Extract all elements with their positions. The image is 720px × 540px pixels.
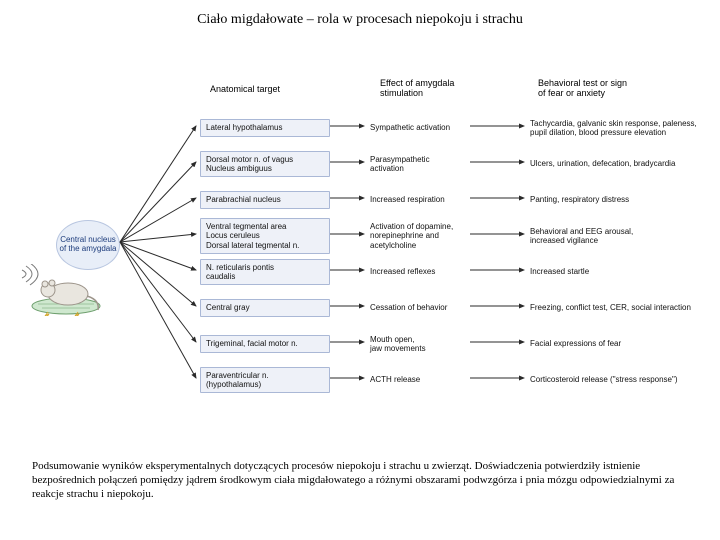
behavior-text: Freezing, conflict test, CER, social int… bbox=[530, 303, 691, 312]
behavior-text: Ulcers, urination, defecation, bradycard… bbox=[530, 159, 675, 168]
effect-cell: Sympathetic activation bbox=[370, 112, 490, 144]
behavior-cell: Behavioral and EEG arousal, increased vi… bbox=[530, 220, 705, 252]
anatomic-target: Ventral tegmental area Locus ceruleus Do… bbox=[200, 220, 330, 252]
source-node: Central nucleus of the amygdala bbox=[56, 220, 126, 270]
effect-cell: Activation of dopamine, norepinephrine a… bbox=[370, 220, 490, 252]
behavior-text: Increased startle bbox=[530, 267, 589, 276]
effect-text: Cessation of behavior bbox=[370, 303, 447, 312]
anatomic-target: Trigeminal, facial motor n. bbox=[200, 328, 330, 360]
effect-text: Sympathetic activation bbox=[370, 123, 450, 132]
anatomic-box: Ventral tegmental area Locus ceruleus Do… bbox=[200, 218, 330, 254]
anatomic-target: Central gray bbox=[200, 292, 330, 324]
behavior-text: Panting, respiratory distress bbox=[530, 195, 629, 204]
behavior-cell: Freezing, conflict test, CER, social int… bbox=[530, 292, 705, 324]
anatomic-box: Central gray bbox=[200, 299, 330, 316]
behavior-cell: Tachycardia, galvanic skin response, pal… bbox=[530, 112, 705, 144]
behavior-text: Tachycardia, galvanic skin response, pal… bbox=[530, 119, 697, 137]
anatomic-target: N. reticularis pontis caudalis bbox=[200, 256, 330, 288]
anatomic-target: Paraventricular n. (hypothalamus) bbox=[200, 364, 330, 396]
anatomic-box: Trigeminal, facial motor n. bbox=[200, 335, 330, 352]
behavior-text: Facial expressions of fear bbox=[530, 339, 621, 348]
behavior-cell: Panting, respiratory distress bbox=[530, 184, 705, 216]
anatomic-box: Lateral hypothalamus bbox=[200, 119, 330, 136]
behavior-cell: Ulcers, urination, defecation, bradycard… bbox=[530, 148, 705, 180]
page-title: Ciało migdałowate – rola w procesach nie… bbox=[0, 12, 720, 28]
effect-cell: Mouth open, jaw movements bbox=[370, 328, 490, 360]
caption-text: Podsumowanie wyników eksperymentalnych d… bbox=[32, 460, 688, 501]
effect-cell: Increased reflexes bbox=[370, 256, 490, 288]
anatomic-box: Parabrachial nucleus bbox=[200, 191, 330, 208]
anatomic-box: Paraventricular n. (hypothalamus) bbox=[200, 367, 330, 393]
anatomic-target: Lateral hypothalamus bbox=[200, 112, 330, 144]
behavior-text: Behavioral and EEG arousal, increased vi… bbox=[530, 227, 633, 245]
header-behavior: Behavioral test or sign of fear or anxie… bbox=[538, 78, 627, 98]
effect-cell: Parasympathetic activation bbox=[370, 148, 490, 180]
header-anatomic: Anatomical target bbox=[210, 84, 280, 94]
effect-cell: ACTH release bbox=[370, 364, 490, 396]
effect-cell: Increased respiration bbox=[370, 184, 490, 216]
behavior-cell: Facial expressions of fear bbox=[530, 328, 705, 360]
behavior-cell: Increased startle bbox=[530, 256, 705, 288]
anatomic-box: N. reticularis pontis caudalis bbox=[200, 259, 330, 285]
amygdala-diagram: Anatomical target Effect of amygdala sti… bbox=[0, 70, 720, 440]
effect-text: Parasympathetic activation bbox=[370, 155, 430, 173]
effect-text: ACTH release bbox=[370, 375, 420, 384]
anatomic-target: Dorsal motor n. of vagus Nucleus ambiguu… bbox=[200, 148, 330, 180]
behavior-cell: Corticosteroid release ("stress response… bbox=[530, 364, 705, 396]
effect-text: Increased respiration bbox=[370, 195, 445, 204]
behavior-text: Corticosteroid release ("stress response… bbox=[530, 375, 678, 384]
effect-text: Mouth open, jaw movements bbox=[370, 335, 426, 353]
rat-icon bbox=[18, 264, 108, 316]
effect-text: Increased reflexes bbox=[370, 267, 435, 276]
page: Ciało migdałowate – rola w procesach nie… bbox=[0, 0, 720, 540]
effect-cell: Cessation of behavior bbox=[370, 292, 490, 324]
anatomic-target: Parabrachial nucleus bbox=[200, 184, 330, 216]
header-effect: Effect of amygdala stimulation bbox=[380, 78, 454, 98]
effect-text: Activation of dopamine, norepinephrine a… bbox=[370, 222, 453, 250]
source-label: Central nucleus of the amygdala bbox=[56, 220, 120, 270]
anatomic-box: Dorsal motor n. of vagus Nucleus ambiguu… bbox=[200, 151, 330, 177]
